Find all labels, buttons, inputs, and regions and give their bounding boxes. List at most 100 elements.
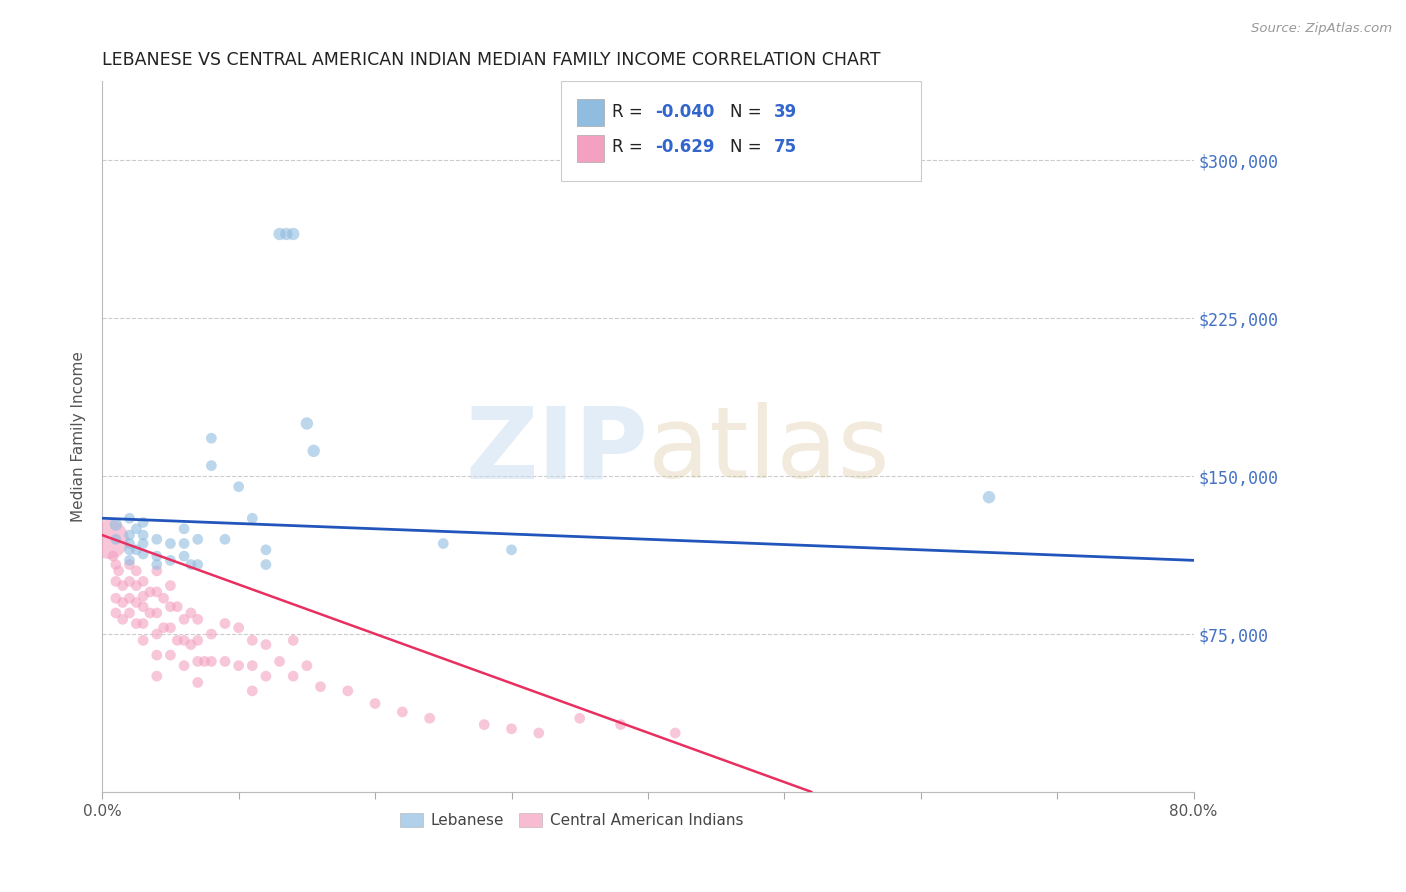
Point (180, 606, 202, 620)
Point (309, 680, 332, 694)
Point (146, 648, 169, 662)
Point (104, 574, 127, 589)
Point (125, 564, 148, 578)
Point (501, 542, 523, 557)
Text: N =: N = (730, 103, 766, 121)
Point (118, 536, 141, 550)
Point (104, 517, 127, 532)
Point (977, 490, 1000, 504)
Point (132, 633, 155, 648)
Bar (576, 135, 605, 161)
Point (472, 717, 495, 731)
Point (173, 658, 195, 673)
Point (240, 658, 263, 673)
Point (187, 612, 209, 626)
Point (146, 549, 169, 563)
Point (295, 658, 318, 673)
Point (118, 574, 141, 589)
Point (568, 711, 591, 725)
Point (214, 616, 236, 631)
Point (302, 443, 325, 458)
Point (214, 654, 236, 668)
Point (254, 669, 277, 683)
Point (254, 542, 277, 557)
Point (283, 669, 305, 683)
Point (228, 658, 250, 673)
Point (187, 558, 209, 572)
Point (111, 595, 134, 609)
Point (125, 595, 148, 609)
Text: -0.040: -0.040 (655, 103, 714, 121)
Point (664, 726, 686, 740)
Point (240, 511, 263, 525)
Point (146, 558, 169, 572)
Point (214, 533, 236, 547)
Text: N =: N = (730, 138, 766, 156)
Point (132, 547, 155, 561)
Text: LEBANESE VS CENTRAL AMERICAN INDIAN MEDIAN FAMILY INCOME CORRELATION CHART: LEBANESE VS CENTRAL AMERICAN INDIAN MEDI… (103, 51, 880, 69)
Point (111, 612, 134, 626)
Point (173, 612, 195, 626)
Point (104, 533, 127, 547)
Point (104, 606, 127, 620)
Point (104, 558, 127, 572)
Point (132, 589, 155, 603)
Point (283, 227, 305, 241)
Point (118, 606, 141, 620)
Point (139, 606, 162, 620)
Point (173, 549, 195, 563)
Point (132, 599, 155, 614)
Point (166, 599, 188, 614)
Point (180, 638, 202, 652)
Point (118, 553, 141, 567)
Point (228, 480, 250, 494)
Point (276, 227, 298, 241)
Text: ZIP: ZIP (465, 402, 648, 500)
Point (269, 654, 291, 668)
Text: Source: ZipAtlas.com: Source: ZipAtlas.com (1251, 22, 1392, 36)
Point (187, 654, 209, 668)
Point (187, 633, 209, 648)
Point (125, 579, 148, 593)
Point (173, 522, 195, 536)
Point (104, 591, 127, 606)
Point (146, 669, 169, 683)
Point (501, 722, 523, 736)
Point (173, 536, 195, 550)
Text: 39: 39 (773, 103, 797, 121)
Point (159, 553, 181, 567)
Point (336, 684, 359, 698)
Point (269, 227, 291, 241)
Point (132, 516, 155, 530)
Point (200, 654, 222, 668)
Point (228, 621, 250, 635)
Text: R =: R = (612, 138, 648, 156)
Point (139, 585, 162, 599)
Point (146, 533, 169, 547)
Text: 75: 75 (773, 138, 797, 156)
Point (240, 633, 263, 648)
Point (146, 564, 169, 578)
Point (187, 533, 209, 547)
Bar (576, 99, 605, 126)
Point (200, 627, 222, 641)
Point (364, 697, 387, 711)
Text: -0.629: -0.629 (655, 138, 716, 156)
Text: R =: R = (612, 103, 648, 121)
Point (391, 705, 413, 719)
Point (125, 522, 148, 536)
Point (527, 726, 550, 740)
Point (118, 591, 141, 606)
Point (180, 558, 202, 572)
Point (118, 511, 141, 525)
Point (125, 616, 148, 631)
Point (107, 564, 129, 578)
Point (125, 542, 148, 557)
Point (166, 633, 188, 648)
Point (295, 417, 318, 431)
Point (173, 633, 195, 648)
Point (159, 599, 181, 614)
Point (118, 528, 141, 542)
Text: atlas: atlas (648, 402, 890, 500)
Point (419, 711, 441, 725)
